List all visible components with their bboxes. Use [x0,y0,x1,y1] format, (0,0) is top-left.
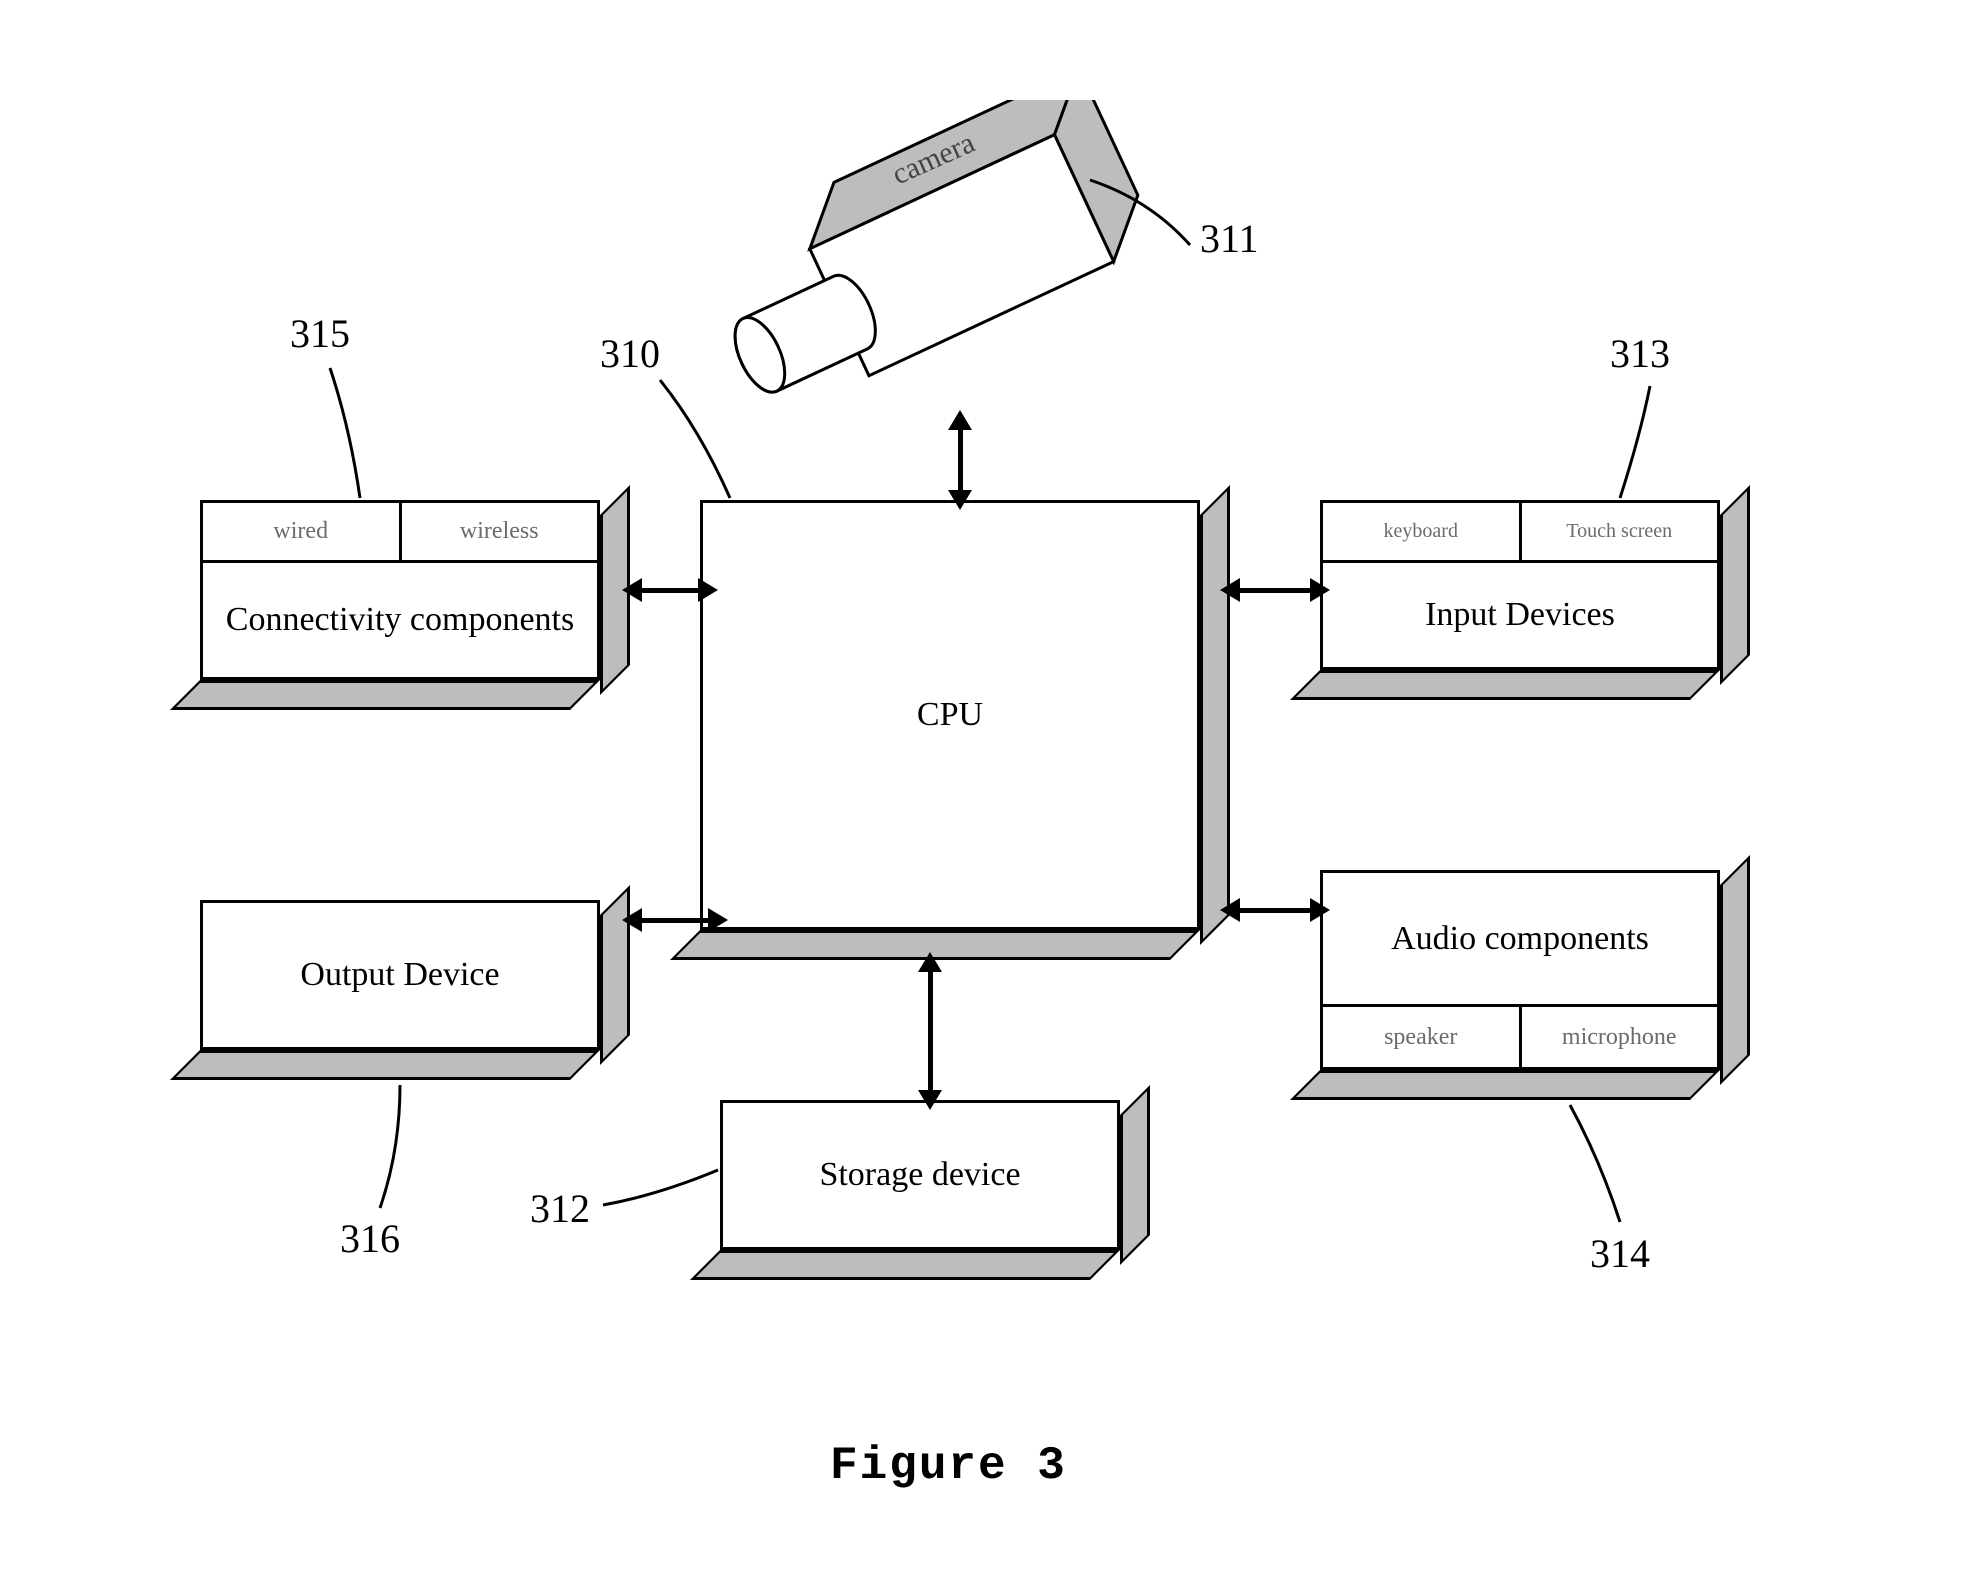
block-input-sub-keyboard: keyboard [1323,503,1522,563]
ref-311: 311 [1200,215,1259,262]
block-audio-label: Audio components [1323,873,1717,1004]
diagram-canvas: CPU wired wireless Connectivity componen… [0,0,1975,1569]
block-input-label: Input Devices [1323,563,1717,667]
block-connectivity-label: Connectivity components [203,563,597,677]
block-connectivity-sub-wireless: wireless [402,503,598,563]
block-audio-sub-speaker: speaker [1323,1007,1522,1067]
ref-312: 312 [530,1185,590,1232]
block-output-label: Output Device [203,903,597,1047]
ref-316: 316 [340,1215,400,1262]
ref-314: 314 [1590,1230,1650,1277]
block-connectivity-sub-wired: wired [203,503,402,563]
block-cpu-label: CPU [703,503,1197,927]
block-input-sub-touchscreen: Touch screen [1522,503,1718,563]
ref-315: 315 [290,310,350,357]
ref-310: 310 [600,330,660,377]
ref-313: 313 [1610,330,1670,377]
block-audio-sub-microphone: microphone [1522,1007,1718,1067]
figure-caption: Figure 3 [830,1440,1067,1492]
block-storage-label: Storage device [723,1103,1117,1247]
